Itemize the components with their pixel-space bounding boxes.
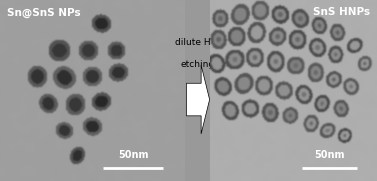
Text: 50nm: 50nm bbox=[118, 150, 148, 160]
Text: 50nm: 50nm bbox=[314, 150, 345, 160]
Polygon shape bbox=[186, 65, 210, 134]
Text: dilute HCl: dilute HCl bbox=[175, 38, 220, 47]
Text: Sn@SnS NPs: Sn@SnS NPs bbox=[8, 7, 81, 18]
Text: etching: etching bbox=[181, 60, 215, 69]
Text: SnS HNPs: SnS HNPs bbox=[313, 7, 370, 17]
